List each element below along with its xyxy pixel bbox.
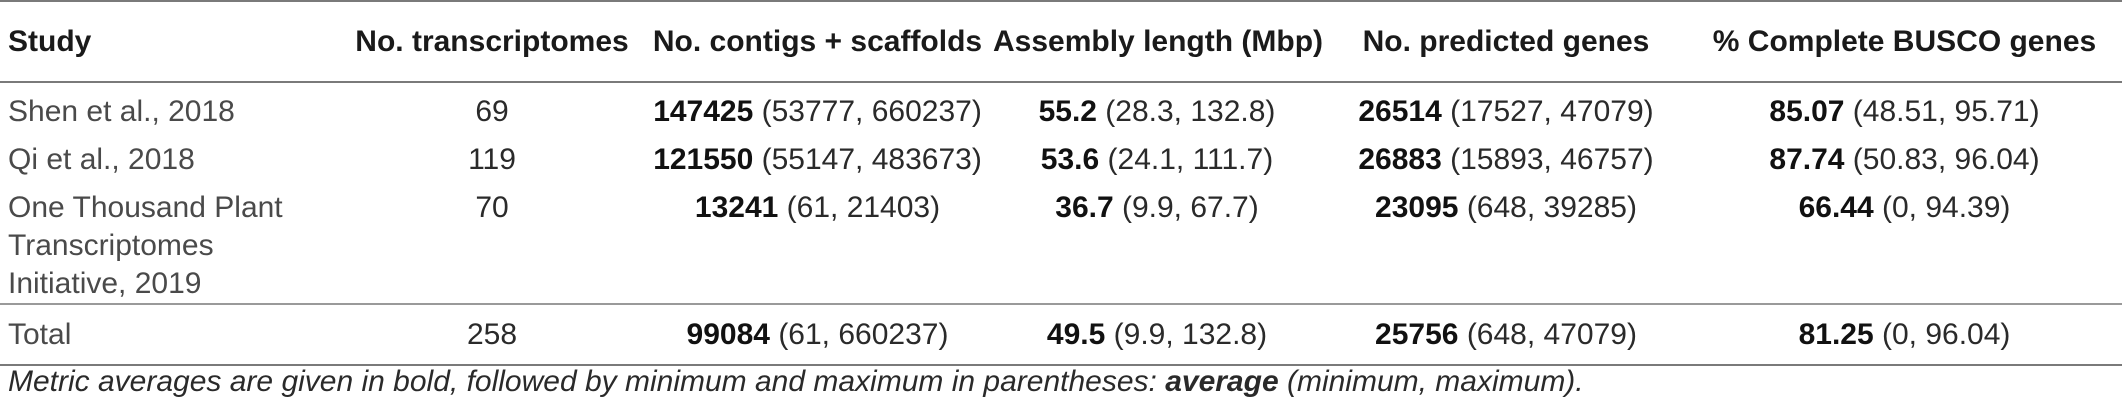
- cell-busco-range: (0, 96.04): [1873, 317, 2011, 351]
- table-header-row: Study No. transcriptomes No. contigs + s…: [0, 1, 2122, 82]
- cell-genes-average: 26883: [1358, 143, 1442, 176]
- cell-predicted-genes: 26883 (15893, 46757): [1325, 131, 1687, 179]
- cell-study: Qi et al., 2018: [8, 143, 195, 176]
- cell-busco: 85.07 (48.51, 95.71): [1687, 82, 2122, 131]
- cell-busco-average: 87.74: [1769, 143, 1845, 176]
- cell-contigs-average: 99084: [686, 317, 770, 351]
- cell-contigs-range: (53777, 660237): [753, 95, 982, 128]
- cell-genes-average: 23095: [1375, 191, 1459, 224]
- cell-busco: 87.74 (50.83, 96.04): [1687, 131, 2122, 179]
- cell-busco: 81.25 (0, 96.04): [1687, 304, 2122, 365]
- cell-transcriptomes: 119: [468, 143, 516, 176]
- cell-transcriptomes: 69: [475, 95, 509, 128]
- cell-contigs: 121550 (55147, 483673): [646, 131, 989, 179]
- cell-predicted-genes: 25756 (648, 47079): [1325, 304, 1687, 365]
- header-predicted-genes: No. predicted genes: [1362, 24, 1650, 58]
- cell-length-average: 53.6: [1040, 143, 1100, 176]
- cell-length-average: 36.7: [1055, 191, 1114, 224]
- cell-length-average: 49.5: [1046, 317, 1106, 351]
- cell-assembly-length: 53.6 (24.1, 111.7): [989, 131, 1325, 179]
- header-assembly-length: Assembly length (Mbp): [993, 24, 1324, 58]
- cell-transcriptomes: 258: [466, 317, 518, 351]
- cell-predicted-genes: 26514 (17527, 47079): [1325, 82, 1687, 131]
- header-study: Study: [8, 24, 92, 58]
- footnote-average-label: average: [1165, 365, 1279, 398]
- cell-transcriptomes: 70: [475, 191, 509, 224]
- header-contigs: No. contigs + scaffolds: [652, 24, 983, 58]
- cell-contigs: 147425 (53777, 660237): [646, 82, 989, 131]
- table-total-row: Total 258 99084 (61, 660237) 49.5 (9.9, …: [0, 304, 2122, 365]
- cell-assembly-length: 36.7 (9.9, 67.7): [989, 179, 1325, 304]
- cell-predicted-genes: 23095 (648, 39285): [1325, 179, 1687, 304]
- cell-genes-range: (15893, 46757): [1441, 143, 1654, 176]
- cell-study: One Thousand Plant Transcriptomes Initia…: [8, 191, 283, 300]
- cell-length-range: (9.9, 132.8): [1105, 317, 1268, 351]
- cell-length-range: (9.9, 67.7): [1113, 191, 1259, 224]
- cell-contigs: 13241 (61, 21403): [646, 179, 989, 304]
- cell-length-range: (24.1, 111.7): [1099, 143, 1274, 176]
- cell-contigs-range: (61, 660237): [769, 317, 949, 351]
- cell-busco-range: (48.51, 95.71): [1844, 95, 2040, 128]
- cell-genes-range: (648, 47079): [1458, 317, 1637, 351]
- table-row: Qi et al., 2018 119 121550 (55147, 48367…: [0, 131, 2122, 179]
- cell-genes-range: (17527, 47079): [1441, 95, 1654, 128]
- footnote-suffix: (minimum, maximum).: [1278, 365, 1584, 398]
- cell-assembly-length: 55.2 (28.3, 132.8): [989, 82, 1325, 131]
- header-busco: % Complete BUSCO genes: [1712, 24, 2097, 58]
- cell-busco-average: 85.07: [1769, 95, 1845, 128]
- table-footnote: Metric averages are given in bold, follo…: [8, 365, 1584, 399]
- cell-contigs: 99084 (61, 660237): [646, 304, 989, 365]
- cell-busco-average: 66.44: [1798, 191, 1874, 224]
- cell-genes-average: 25756: [1375, 317, 1459, 351]
- header-transcriptomes: No. transcriptomes: [355, 24, 629, 58]
- assembly-stats-table: Study No. transcriptomes No. contigs + s…: [0, 1, 2122, 365]
- cell-contigs-average: 147425: [653, 95, 754, 128]
- cell-busco-average: 81.25: [1798, 317, 1874, 351]
- cell-busco: 66.44 (0, 94.39): [1687, 179, 2122, 304]
- cell-contigs-average: 13241: [694, 191, 779, 224]
- cell-genes-range: (648, 39285): [1458, 191, 1637, 224]
- cell-contigs-range: (61, 21403): [778, 191, 941, 224]
- cell-assembly-length: 49.5 (9.9, 132.8): [989, 304, 1325, 365]
- cell-genes-average: 26514: [1358, 95, 1442, 128]
- cell-contigs-range: (55147, 483673): [753, 143, 982, 176]
- cell-length-average: 55.2: [1038, 95, 1097, 128]
- cell-study: Total: [8, 317, 72, 351]
- cell-study: Shen et al., 2018: [8, 95, 235, 128]
- table-row: One Thousand Plant Transcriptomes Initia…: [0, 179, 2122, 304]
- cell-length-range: (28.3, 132.8): [1096, 95, 1276, 128]
- cell-busco-range: (50.83, 96.04): [1844, 143, 2040, 176]
- cell-contigs-average: 121550: [653, 143, 754, 176]
- table-row: Shen et al., 2018 69 147425 (53777, 6602…: [0, 82, 2122, 131]
- cell-busco-range: (0, 94.39): [1873, 191, 2011, 224]
- footnote-prefix: Metric averages are given in bold, follo…: [8, 365, 1166, 398]
